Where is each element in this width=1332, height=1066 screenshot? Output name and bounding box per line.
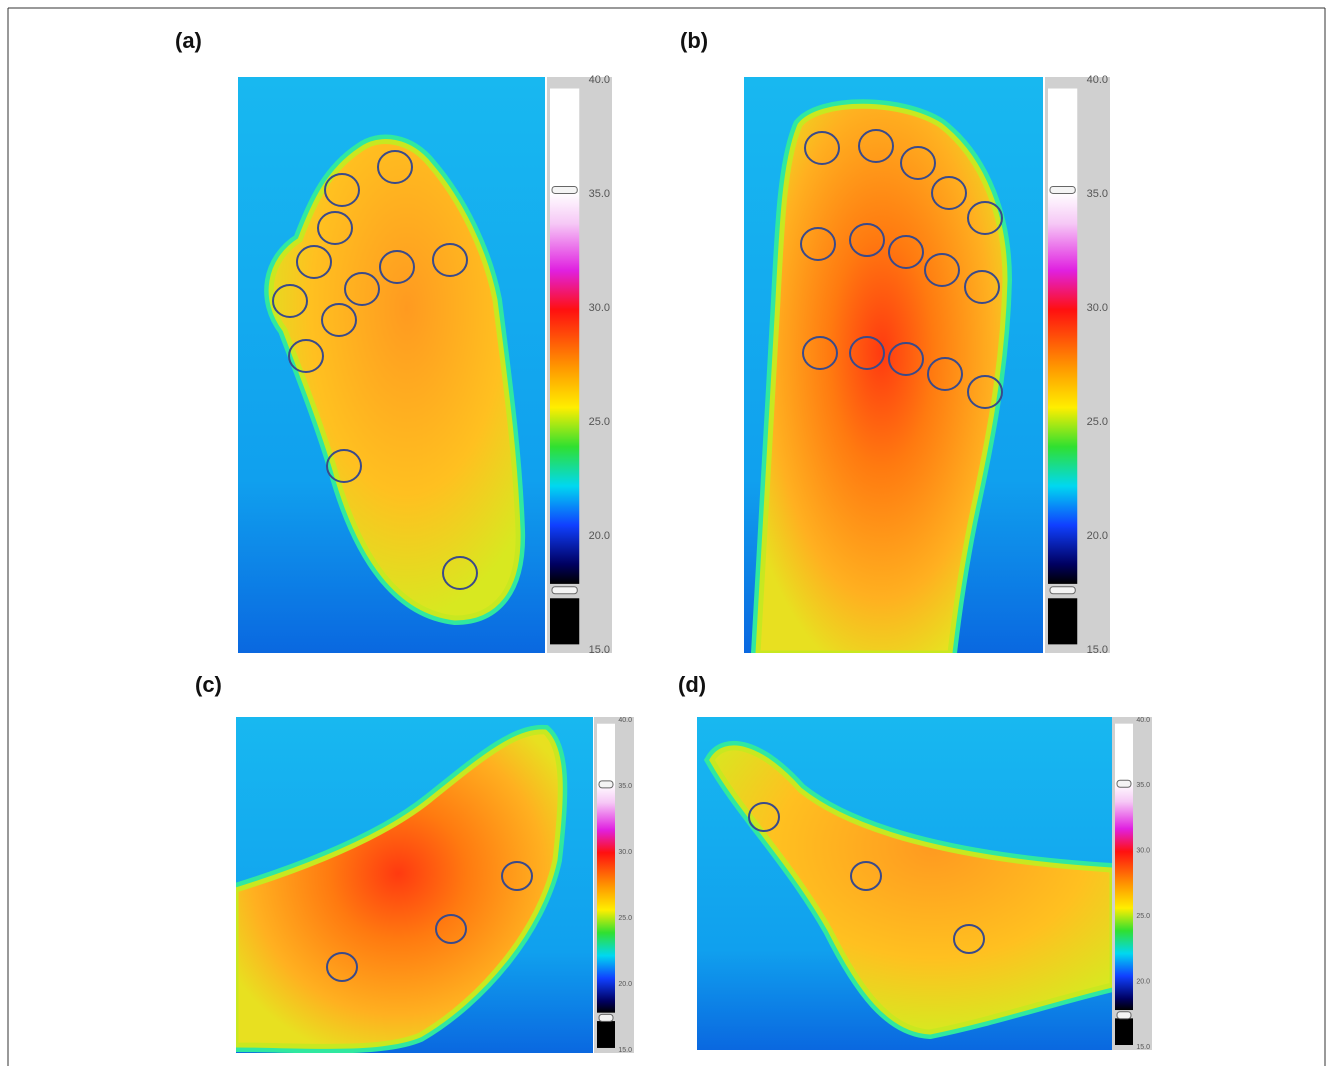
roi-circle (888, 342, 924, 376)
roi-circle (953, 924, 985, 954)
scale-label: 40.0 (1136, 717, 1150, 724)
scale-label: 20.0 (1087, 530, 1108, 542)
panel-label: (d) (678, 672, 706, 697)
roi-circle (324, 173, 360, 207)
roi-circle (900, 146, 936, 180)
foot (236, 729, 563, 1049)
panel-label: (b) (680, 28, 708, 53)
colorbar-black (1048, 598, 1078, 645)
scale-label: 35.0 (618, 783, 632, 790)
roi-circle (435, 914, 467, 944)
scale-label: 15.0 (589, 644, 610, 656)
panel-label: (c) (195, 672, 222, 697)
image-content (697, 717, 1112, 1050)
roi-circle (296, 245, 332, 279)
slider (1116, 779, 1132, 788)
slider (551, 586, 578, 595)
roi-circle (849, 223, 885, 257)
slider (1049, 185, 1076, 194)
scale-label: 20.0 (589, 530, 610, 542)
roi-circle (931, 176, 967, 210)
roi-circle (858, 129, 894, 163)
colorbar-black (1115, 1018, 1133, 1046)
scale-label: 30.0 (589, 302, 610, 314)
roi-circle (800, 227, 836, 261)
scale-label: 35.0 (589, 188, 610, 200)
thermal-image (236, 717, 593, 1053)
slider (1116, 1011, 1132, 1020)
slider (598, 780, 614, 789)
roi-circle (804, 131, 840, 165)
roi-circle (967, 375, 1003, 409)
roi-circle (924, 253, 960, 287)
scale-label: 25.0 (1136, 913, 1150, 920)
scale-label: 40.0 (1087, 74, 1108, 86)
image-content (238, 77, 545, 653)
roi-circle (927, 357, 963, 391)
roi-circle (272, 284, 308, 318)
colorbar-white (597, 723, 615, 785)
scale-label: 35.0 (1136, 782, 1150, 789)
scale-label: 20.0 (1136, 978, 1150, 985)
panel-label: (a) (175, 28, 202, 53)
colorbar (1115, 783, 1133, 1011)
roi-circle (326, 449, 362, 483)
scale-label: 30.0 (1136, 848, 1150, 855)
scale-label: 15.0 (618, 1047, 632, 1054)
roi-circle (377, 150, 413, 184)
roi-circle (344, 272, 380, 306)
roi-circle (748, 802, 780, 832)
scale-label: 25.0 (1087, 416, 1108, 428)
roi-circle (849, 336, 885, 370)
slider (1049, 586, 1076, 595)
foot (755, 103, 1008, 653)
slider (551, 185, 578, 194)
scale-label: 40.0 (589, 74, 610, 86)
roi-circle (802, 336, 838, 370)
roi-circle (850, 861, 882, 891)
roi-circle (288, 339, 324, 373)
colorbar-black (550, 598, 580, 645)
thermal-image (744, 77, 1043, 653)
scale-label: 15.0 (1136, 1044, 1150, 1051)
colorbar-white (550, 88, 580, 193)
thermal-image (238, 77, 545, 653)
scale-label: 30.0 (1087, 302, 1108, 314)
roi-circle (442, 556, 478, 590)
colorbar-white (1115, 723, 1133, 784)
image-content (744, 77, 1043, 653)
roi-circle (317, 211, 353, 245)
roi-circle (967, 201, 1003, 235)
roi-circle (321, 303, 357, 337)
roi-circle (326, 952, 358, 982)
scale-label: 25.0 (589, 416, 610, 428)
colorbar-black (597, 1021, 615, 1048)
slider (598, 1013, 614, 1022)
roi-circle (432, 243, 468, 277)
thermal-image (697, 717, 1112, 1050)
roi-circle (888, 235, 924, 269)
scale-label: 35.0 (1087, 188, 1108, 200)
roi-circle (379, 250, 415, 284)
colorbar-white (1048, 88, 1078, 193)
scale-label: 20.0 (618, 981, 632, 988)
roi-circle (964, 270, 1000, 304)
colorbar (550, 192, 580, 584)
image-content (236, 717, 593, 1053)
scale-label: 30.0 (618, 849, 632, 856)
foot (268, 139, 521, 621)
roi-circle (501, 861, 533, 891)
colorbar (597, 784, 615, 1013)
scale-label: 15.0 (1087, 644, 1108, 656)
colorbar (1048, 192, 1078, 584)
scale-label: 40.0 (618, 717, 632, 724)
foot (709, 745, 1112, 1035)
scale-label: 25.0 (618, 915, 632, 922)
